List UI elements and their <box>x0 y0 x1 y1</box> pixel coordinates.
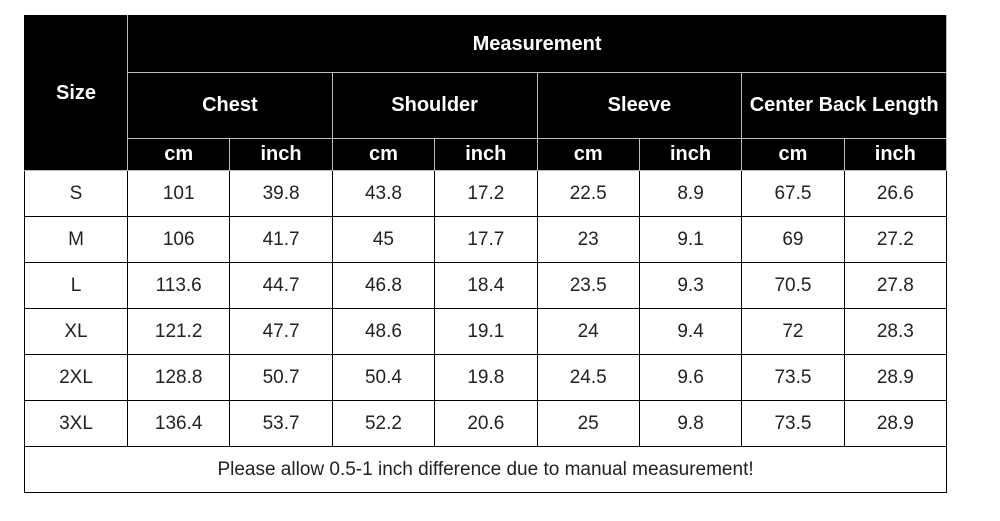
value-cell: 17.7 <box>434 216 538 263</box>
value-cell: 128.8 <box>126 354 231 401</box>
value-cell: 9.6 <box>638 354 743 401</box>
value-cell: 26.6 <box>843 170 948 217</box>
size-cell: 3XL <box>24 400 128 447</box>
value-cell: 50.4 <box>331 354 436 401</box>
value-cell: 9.8 <box>638 400 743 447</box>
size-header: Size <box>24 15 128 171</box>
measurement-header: Measurement <box>126 15 948 73</box>
value-cell: 25 <box>536 400 640 447</box>
table-row: Size Measurement <box>24 15 948 171</box>
value-cell: 67.5 <box>741 170 845 217</box>
unit-header: inch <box>843 138 948 171</box>
value-cell: 121.2 <box>126 308 231 355</box>
unit-header: inch <box>229 138 333 171</box>
value-cell: 28.9 <box>843 354 948 401</box>
unit-header: cm <box>126 138 231 171</box>
value-cell: 19.8 <box>434 354 538 401</box>
value-cell: 17.2 <box>434 170 538 217</box>
group-header: Shoulder <box>331 72 538 139</box>
table-row: S 101 39.8 43.8 17.2 22.5 8.9 67.5 26.6 <box>24 170 948 217</box>
value-cell: 69 <box>741 216 845 263</box>
value-cell: 48.6 <box>331 308 436 355</box>
unit-header: cm <box>741 138 845 171</box>
value-cell: 106 <box>126 216 231 263</box>
size-cell: M <box>24 216 128 263</box>
value-cell: 8.9 <box>638 170 743 217</box>
value-cell: 18.4 <box>434 262 538 309</box>
unit-header: inch <box>638 138 743 171</box>
unit-header: cm <box>331 138 436 171</box>
table-row: cm inch cm inch cm inch cm inch <box>25 138 948 171</box>
group-header: Sleeve <box>536 72 743 139</box>
table-row: XL 121.2 47.7 48.6 19.1 24 9.4 72 28.3 <box>24 308 948 355</box>
value-cell: 113.6 <box>126 262 231 309</box>
table-row: Please allow 0.5-1 inch difference due t… <box>23 446 948 493</box>
unit-header: cm <box>536 138 640 171</box>
value-cell: 9.3 <box>638 262 743 309</box>
value-cell: 9.4 <box>638 308 743 355</box>
size-table: Size Measurement Chest Shoulder Sleeve Center… <box>23 15 948 493</box>
value-cell: 50.7 <box>229 354 333 401</box>
value-cell: 41.7 <box>229 216 333 263</box>
value-cell: 24.5 <box>536 354 640 401</box>
value-cell: 23.5 <box>536 262 640 309</box>
table-row: 2XL 128.8 50.7 50.4 19.8 24.5 9.6 73.5 28.9 <box>24 354 948 401</box>
size-cell: 2XL <box>24 354 128 401</box>
value-cell: 22.5 <box>536 170 640 217</box>
table-row: Chest Shoulder Sleeve Center Back Length <box>25 72 948 139</box>
value-cell: 73.5 <box>741 354 845 401</box>
value-cell: 73.5 <box>741 400 845 447</box>
value-cell: 45 <box>331 216 436 263</box>
group-header: Chest <box>127 72 333 139</box>
value-cell: 24 <box>536 308 640 355</box>
table-row: M 106 41.7 45 17.7 23 9.1 69 27.2 <box>24 216 948 263</box>
value-cell: 39.8 <box>229 170 333 217</box>
value-cell: 43.8 <box>331 170 436 217</box>
value-cell: 23 <box>536 216 640 263</box>
value-cell: 19.1 <box>434 308 538 355</box>
group-header: Center Back Length <box>741 72 948 139</box>
value-cell: 72 <box>741 308 845 355</box>
size-cell: L <box>24 262 128 309</box>
value-cell: 136.4 <box>126 400 231 447</box>
value-cell: 27.8 <box>843 262 948 309</box>
value-cell: 46.8 <box>331 262 436 309</box>
table-row: 3XL 136.4 53.7 52.2 20.6 25 9.8 73.5 28.9 <box>24 400 948 447</box>
value-cell: 53.7 <box>229 400 333 447</box>
footer-note: Please allow 0.5-1 inch difference due t… <box>23 446 948 493</box>
value-cell: 9.1 <box>638 216 743 263</box>
value-cell: 52.2 <box>331 400 436 447</box>
value-cell: 70.5 <box>741 262 845 309</box>
value-cell: 44.7 <box>229 262 333 309</box>
value-cell: 20.6 <box>434 400 538 447</box>
value-cell: 28.9 <box>843 400 948 447</box>
size-cell: XL <box>24 308 128 355</box>
value-cell: 28.3 <box>843 308 948 355</box>
size-chart: Size Measurement Chest Shoulder Sleeve Center… <box>23 15 948 493</box>
value-cell: 27.2 <box>843 216 948 263</box>
size-cell: S <box>24 170 128 217</box>
unit-header: inch <box>434 138 538 171</box>
value-cell: 47.7 <box>229 308 333 355</box>
value-cell: 101 <box>126 170 231 217</box>
table-row: L 113.6 44.7 46.8 18.4 23.5 9.3 70.5 27.8 <box>24 262 948 309</box>
